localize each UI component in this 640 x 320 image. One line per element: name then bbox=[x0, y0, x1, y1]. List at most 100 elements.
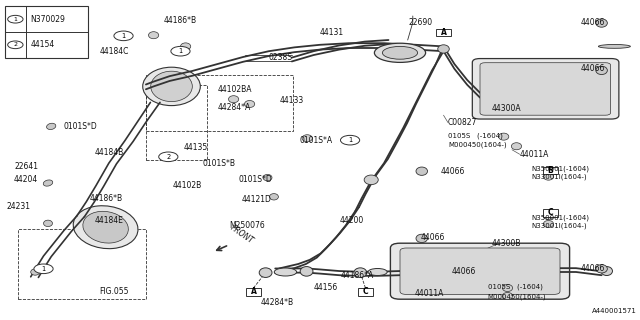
Text: 2: 2 bbox=[13, 42, 17, 47]
Text: 44121D: 44121D bbox=[242, 195, 272, 204]
Ellipse shape bbox=[244, 100, 255, 108]
Ellipse shape bbox=[344, 136, 355, 143]
Bar bbox=[5, 6, 88, 58]
Text: 44154: 44154 bbox=[31, 40, 55, 49]
Text: A440001571: A440001571 bbox=[592, 308, 637, 314]
Text: 44284*B: 44284*B bbox=[261, 298, 294, 307]
Ellipse shape bbox=[143, 67, 200, 106]
Ellipse shape bbox=[416, 234, 428, 243]
Text: A: A bbox=[250, 287, 257, 296]
FancyBboxPatch shape bbox=[472, 59, 619, 119]
Text: 0105S   (-1604): 0105S (-1604) bbox=[488, 284, 543, 290]
Bar bbox=[246, 288, 261, 296]
Ellipse shape bbox=[83, 211, 129, 243]
Ellipse shape bbox=[31, 269, 40, 275]
Text: 44284*A: 44284*A bbox=[218, 103, 251, 112]
Text: 44300A: 44300A bbox=[492, 104, 521, 113]
Text: 44204: 44204 bbox=[14, 175, 38, 184]
Text: 44184E: 44184E bbox=[95, 216, 124, 225]
Ellipse shape bbox=[263, 174, 272, 181]
Text: M000450(1604-): M000450(1604-) bbox=[488, 293, 547, 300]
Text: 1: 1 bbox=[179, 48, 182, 54]
Text: 1: 1 bbox=[348, 137, 352, 143]
Text: A: A bbox=[440, 28, 447, 37]
Ellipse shape bbox=[275, 268, 297, 276]
Ellipse shape bbox=[543, 212, 554, 220]
Ellipse shape bbox=[598, 44, 630, 48]
Text: 1: 1 bbox=[13, 17, 17, 22]
Text: C: C bbox=[363, 287, 368, 296]
Text: 0101S*D: 0101S*D bbox=[64, 122, 98, 131]
Text: N350001(-1604): N350001(-1604) bbox=[531, 165, 589, 172]
Text: FIG.055: FIG.055 bbox=[99, 287, 129, 296]
Ellipse shape bbox=[374, 43, 426, 62]
Text: 44156: 44156 bbox=[314, 284, 338, 292]
Text: 2: 2 bbox=[166, 154, 170, 160]
Text: 1: 1 bbox=[122, 33, 125, 39]
Ellipse shape bbox=[44, 220, 52, 227]
Bar bbox=[146, 75, 293, 131]
Bar bbox=[146, 85, 207, 160]
Bar bbox=[18, 229, 146, 299]
Text: 44066: 44066 bbox=[421, 233, 445, 242]
Ellipse shape bbox=[368, 268, 387, 276]
Ellipse shape bbox=[543, 220, 554, 228]
Circle shape bbox=[34, 264, 53, 274]
Text: C00827: C00827 bbox=[448, 118, 477, 127]
Text: 44066: 44066 bbox=[581, 18, 605, 27]
Text: 44102BA: 44102BA bbox=[218, 85, 252, 94]
Ellipse shape bbox=[502, 292, 513, 300]
Ellipse shape bbox=[596, 265, 607, 273]
Text: 44186*B: 44186*B bbox=[163, 16, 196, 25]
Ellipse shape bbox=[543, 173, 554, 180]
Text: 44184C: 44184C bbox=[99, 47, 129, 56]
Text: B: B bbox=[548, 166, 553, 175]
Ellipse shape bbox=[259, 268, 272, 277]
Bar bbox=[358, 288, 373, 296]
Text: C: C bbox=[548, 208, 553, 217]
Text: 22690: 22690 bbox=[408, 18, 433, 27]
Text: 44066: 44066 bbox=[451, 268, 476, 276]
Text: 44066: 44066 bbox=[581, 264, 605, 273]
Text: 44131: 44131 bbox=[320, 28, 344, 36]
Bar bbox=[543, 167, 558, 174]
Text: 44011A: 44011A bbox=[415, 289, 444, 298]
Text: 44102B: 44102B bbox=[173, 181, 202, 190]
Text: M000450(1604-): M000450(1604-) bbox=[448, 141, 507, 148]
Ellipse shape bbox=[364, 175, 378, 185]
Text: 0105S   (-1604): 0105S (-1604) bbox=[448, 132, 503, 139]
Text: 44200: 44200 bbox=[339, 216, 364, 225]
Text: 44066: 44066 bbox=[581, 64, 605, 73]
Ellipse shape bbox=[302, 135, 312, 142]
FancyBboxPatch shape bbox=[390, 243, 570, 299]
Text: N370029: N370029 bbox=[31, 15, 65, 24]
Text: N33001I(1604-): N33001I(1604-) bbox=[531, 173, 587, 180]
Ellipse shape bbox=[180, 43, 191, 50]
Text: 0101S*D: 0101S*D bbox=[239, 175, 273, 184]
Text: 0101S*A: 0101S*A bbox=[300, 136, 333, 145]
Ellipse shape bbox=[416, 167, 428, 175]
Text: 22641: 22641 bbox=[14, 162, 38, 171]
Text: FRONT: FRONT bbox=[229, 223, 255, 246]
Ellipse shape bbox=[300, 267, 313, 276]
Circle shape bbox=[171, 46, 190, 56]
Ellipse shape bbox=[596, 66, 607, 75]
Circle shape bbox=[159, 152, 178, 162]
Text: 24231: 24231 bbox=[6, 202, 31, 211]
Text: 44133: 44133 bbox=[280, 96, 304, 105]
Ellipse shape bbox=[269, 194, 278, 200]
Ellipse shape bbox=[438, 45, 449, 53]
Ellipse shape bbox=[596, 19, 607, 27]
Text: 0101S*B: 0101S*B bbox=[203, 159, 236, 168]
Ellipse shape bbox=[511, 143, 522, 150]
Circle shape bbox=[340, 135, 360, 145]
Ellipse shape bbox=[47, 123, 56, 130]
FancyBboxPatch shape bbox=[400, 248, 560, 294]
Text: M250076: M250076 bbox=[229, 221, 265, 230]
Circle shape bbox=[114, 31, 133, 41]
Bar bbox=[436, 29, 451, 36]
Circle shape bbox=[8, 15, 23, 23]
Ellipse shape bbox=[543, 167, 554, 174]
Ellipse shape bbox=[73, 206, 138, 249]
Text: 44186*B: 44186*B bbox=[90, 194, 123, 203]
